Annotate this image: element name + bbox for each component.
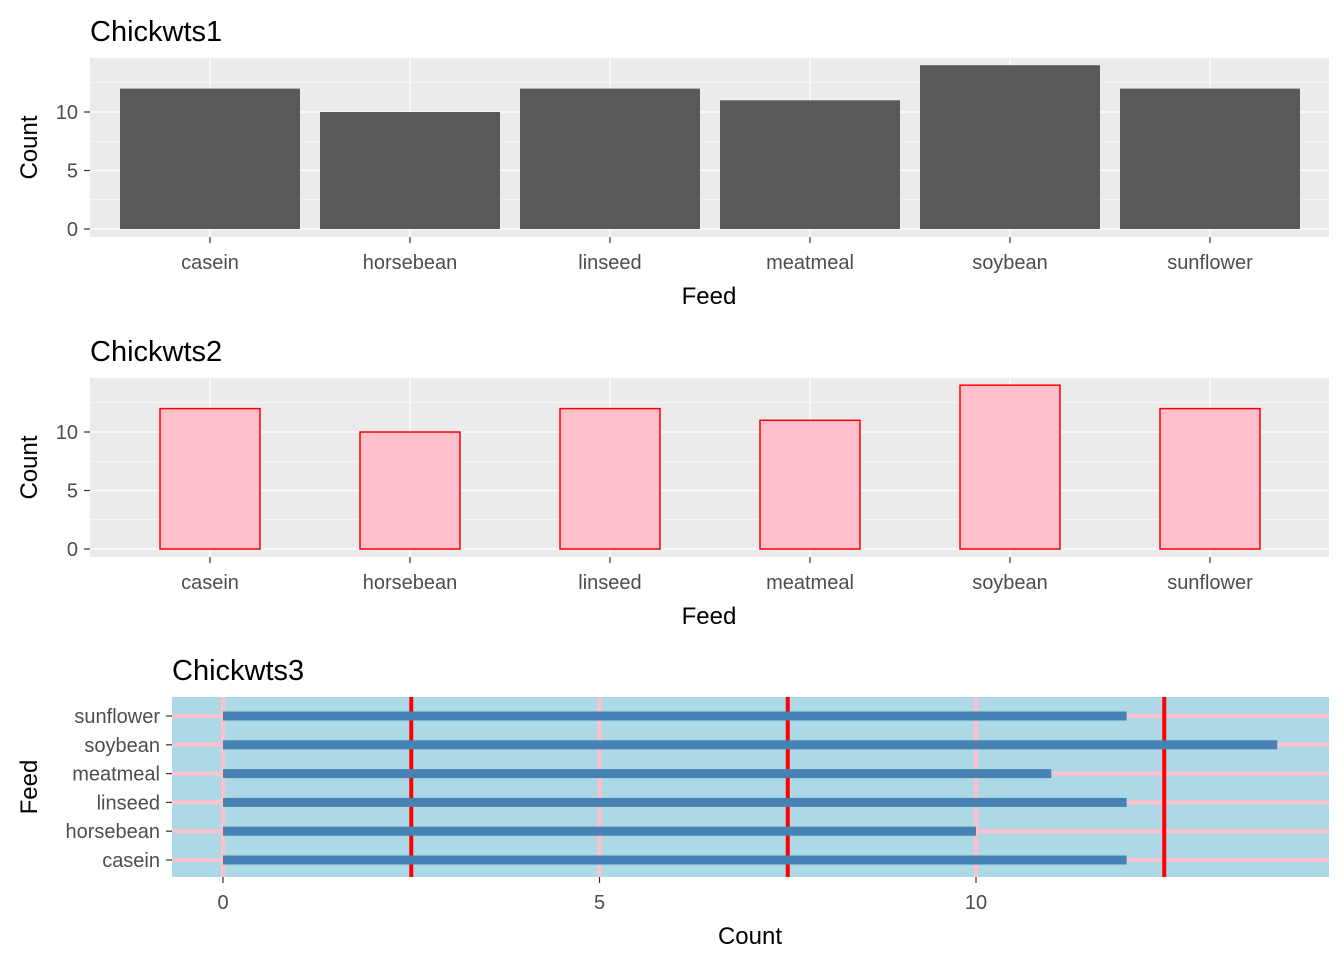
chart-title: Chickwts2: [90, 336, 222, 368]
bar-meatmeal: [759, 419, 861, 550]
x-tick-label: meatmeal: [766, 252, 854, 274]
y-tick-label: soybean: [84, 735, 160, 757]
panel-background: [90, 378, 1329, 557]
y-axis-title: Count: [16, 115, 43, 179]
bar-horsebean: [359, 431, 461, 550]
bar-horsebean: [223, 826, 976, 836]
bar-sunflower: [1159, 407, 1261, 550]
x-tick-label: soybean: [972, 252, 1048, 274]
chart-title: Chickwts1: [90, 16, 222, 48]
y-axis-title: Count: [16, 435, 43, 499]
panel-background: [172, 697, 1329, 877]
y-tick-label: 5: [67, 161, 78, 183]
x-tick-label: sunflower: [1167, 252, 1253, 274]
x-tick-label: horsebean: [363, 252, 458, 274]
bar-horsebean: [320, 112, 500, 229]
bar-linseed: [223, 797, 1127, 807]
bar-soybean: [959, 384, 1061, 550]
bar-sunflower: [223, 711, 1127, 721]
x-tick-label: 10: [965, 892, 987, 914]
y-tick-label: 10: [56, 422, 78, 444]
y-axis-title: Feed: [16, 760, 43, 815]
y-tick-label: horsebean: [65, 821, 160, 843]
y-tick-label: meatmeal: [72, 764, 160, 786]
bar-linseed: [520, 88, 700, 229]
y-tick-label: 0: [67, 219, 78, 241]
bar-casein: [120, 88, 300, 229]
y-tick-label: casein: [102, 850, 160, 872]
bar-soybean: [223, 740, 1278, 750]
bar-meatmeal: [720, 100, 900, 229]
bar-soybean: [920, 65, 1100, 229]
y-tick-label: 10: [56, 102, 78, 124]
bar-linseed: [559, 407, 661, 550]
x-tick-label: linseed: [578, 572, 641, 594]
x-tick-label: 5: [594, 892, 605, 914]
x-tick-label: horsebean: [363, 572, 458, 594]
x-tick-label: linseed: [578, 252, 641, 274]
x-tick-label: 0: [217, 892, 228, 914]
x-axis-title: Feed: [682, 283, 737, 310]
bar-casein: [223, 855, 1127, 865]
y-tick-label: 0: [67, 539, 78, 561]
x-axis-title: Feed: [682, 603, 737, 630]
x-tick-label: casein: [181, 252, 239, 274]
x-axis-title: Count: [718, 923, 782, 950]
x-tick-label: casein: [181, 572, 239, 594]
chart-title: Chickwts3: [172, 655, 304, 687]
x-tick-label: meatmeal: [766, 572, 854, 594]
panel-3: [172, 697, 1329, 877]
x-tick-label: soybean: [972, 572, 1048, 594]
panel-2: [90, 378, 1329, 557]
bar-meatmeal: [223, 769, 1052, 779]
bar-sunflower: [1120, 88, 1300, 229]
panel-1: [90, 58, 1329, 237]
x-tick-label: sunflower: [1167, 572, 1253, 594]
y-tick-label: linseed: [97, 792, 160, 814]
bar-casein: [159, 407, 261, 550]
y-tick-label: 5: [67, 481, 78, 503]
y-tick-label: sunflower: [74, 706, 160, 728]
